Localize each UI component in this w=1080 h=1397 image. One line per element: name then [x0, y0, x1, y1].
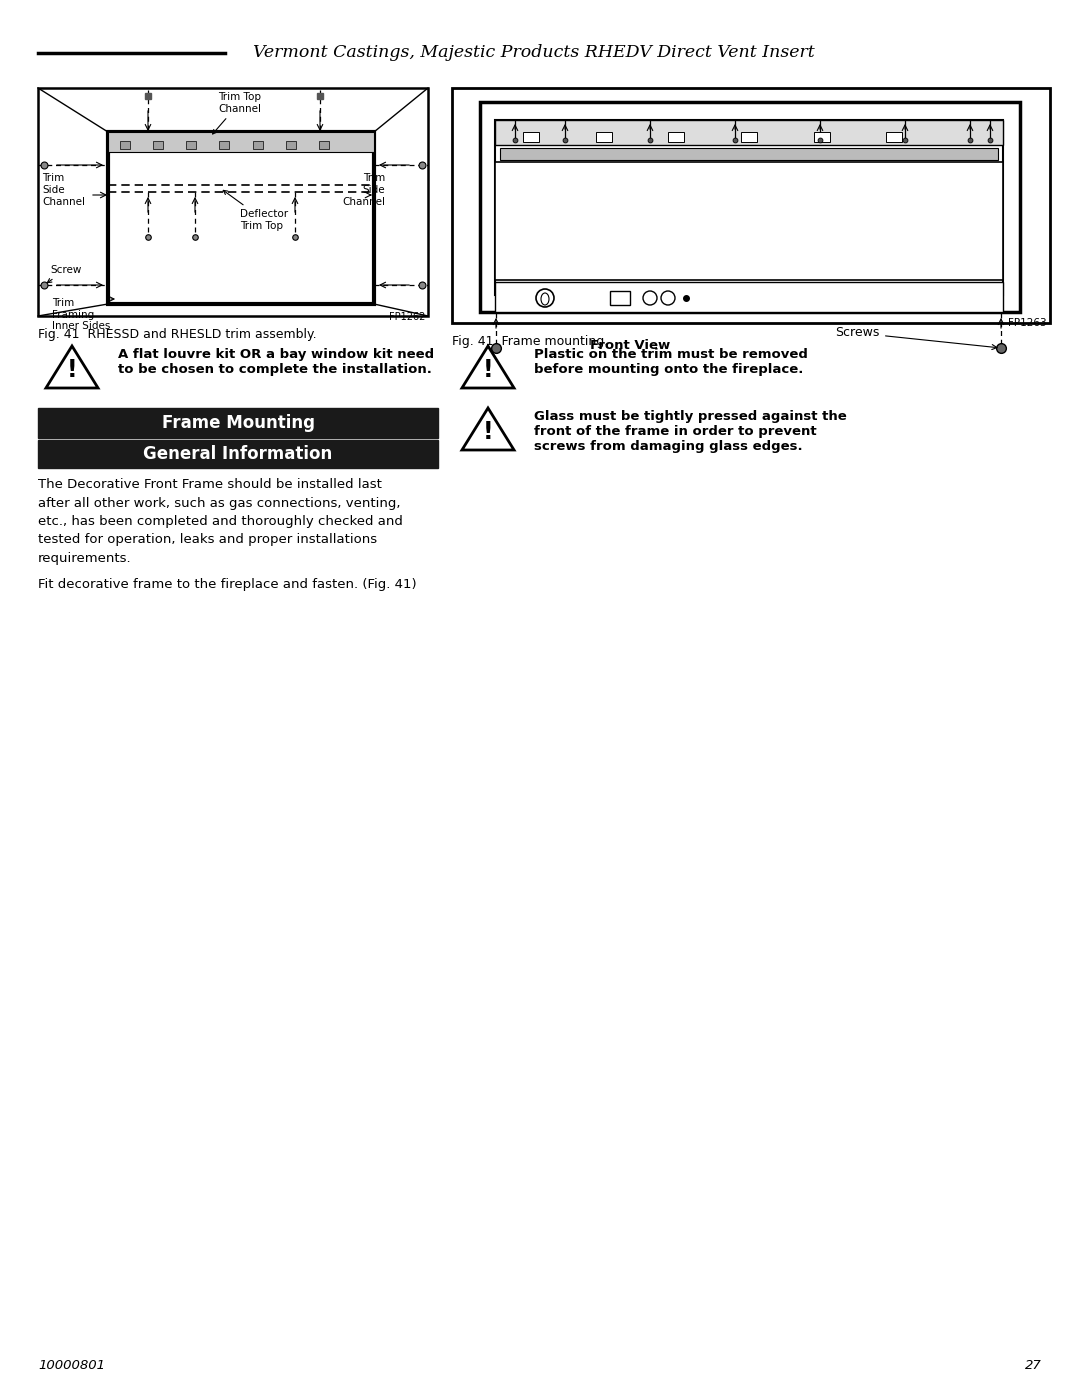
Bar: [108, 131, 374, 152]
Text: Deflector
Trim Top: Deflector Trim Top: [224, 190, 288, 231]
Text: Trim Top
Channel: Trim Top Channel: [213, 92, 261, 134]
Circle shape: [643, 291, 657, 305]
Text: Trim
Side
Channel: Trim Side Channel: [42, 173, 85, 207]
Bar: [813, 131, 829, 142]
Text: !: !: [483, 420, 494, 444]
Text: General Information: General Information: [144, 446, 333, 462]
Text: The Decorative Front Frame should be installed last
after all other work, such a: The Decorative Front Frame should be ins…: [38, 478, 403, 564]
Text: Fit decorative frame to the fireplace and fasten. (Fig. 41): Fit decorative frame to the fireplace an…: [38, 578, 417, 591]
Bar: [610, 291, 630, 305]
Bar: [219, 141, 229, 149]
Bar: [495, 162, 1003, 279]
Text: Front View: Front View: [590, 339, 670, 352]
Text: !: !: [483, 359, 494, 383]
Bar: [495, 120, 1003, 145]
Text: Screw: Screw: [48, 265, 81, 282]
Text: Frame Mounting: Frame Mounting: [162, 414, 314, 432]
Bar: [741, 131, 757, 142]
Text: Plastic on the trim must be removed
before mounting onto the fireplace.: Plastic on the trim must be removed befo…: [534, 348, 808, 376]
Bar: [495, 282, 1003, 312]
Bar: [286, 141, 296, 149]
Bar: [120, 141, 130, 149]
Polygon shape: [46, 346, 98, 388]
Text: 10000801: 10000801: [38, 1359, 105, 1372]
Circle shape: [661, 291, 675, 305]
Bar: [453, 88, 1050, 323]
Bar: [319, 141, 329, 149]
Bar: [38, 88, 428, 316]
Text: Screws: Screws: [836, 327, 997, 349]
Text: Trim
Framing
Inner Sides: Trim Framing Inner Sides: [52, 298, 110, 331]
Polygon shape: [462, 408, 514, 450]
Text: Trim
Side
Channel: Trim Side Channel: [342, 173, 384, 207]
Polygon shape: [462, 346, 514, 388]
Text: Fig. 41  RHESSD and RHESLD trim assembly.: Fig. 41 RHESSD and RHESLD trim assembly.: [38, 328, 316, 341]
Bar: [524, 131, 539, 142]
Circle shape: [536, 289, 554, 307]
Text: Vermont Castings, Majestic Products RHEDV Direct Vent Insert: Vermont Castings, Majestic Products RHED…: [253, 43, 814, 61]
Bar: [596, 131, 612, 142]
Text: FP1262: FP1262: [389, 312, 426, 321]
Bar: [253, 141, 262, 149]
Bar: [38, 408, 438, 439]
Bar: [500, 148, 998, 161]
Bar: [38, 440, 438, 468]
Bar: [480, 102, 1020, 312]
Ellipse shape: [541, 293, 549, 305]
Bar: [669, 131, 685, 142]
Bar: [153, 141, 163, 149]
Bar: [495, 120, 1003, 295]
Text: FP1263: FP1263: [1009, 319, 1047, 328]
Bar: [108, 131, 374, 305]
Text: !: !: [67, 359, 78, 383]
Text: Glass must be tightly pressed against the
front of the frame in order to prevent: Glass must be tightly pressed against th…: [534, 409, 847, 453]
Bar: [186, 141, 197, 149]
Text: A flat louvre kit OR a bay window kit need
to be chosen to complete the installa: A flat louvre kit OR a bay window kit ne…: [118, 348, 434, 376]
Text: 27: 27: [1025, 1359, 1042, 1372]
Text: Fig. 41  Frame mounting.: Fig. 41 Frame mounting.: [453, 335, 608, 348]
Bar: [887, 131, 902, 142]
